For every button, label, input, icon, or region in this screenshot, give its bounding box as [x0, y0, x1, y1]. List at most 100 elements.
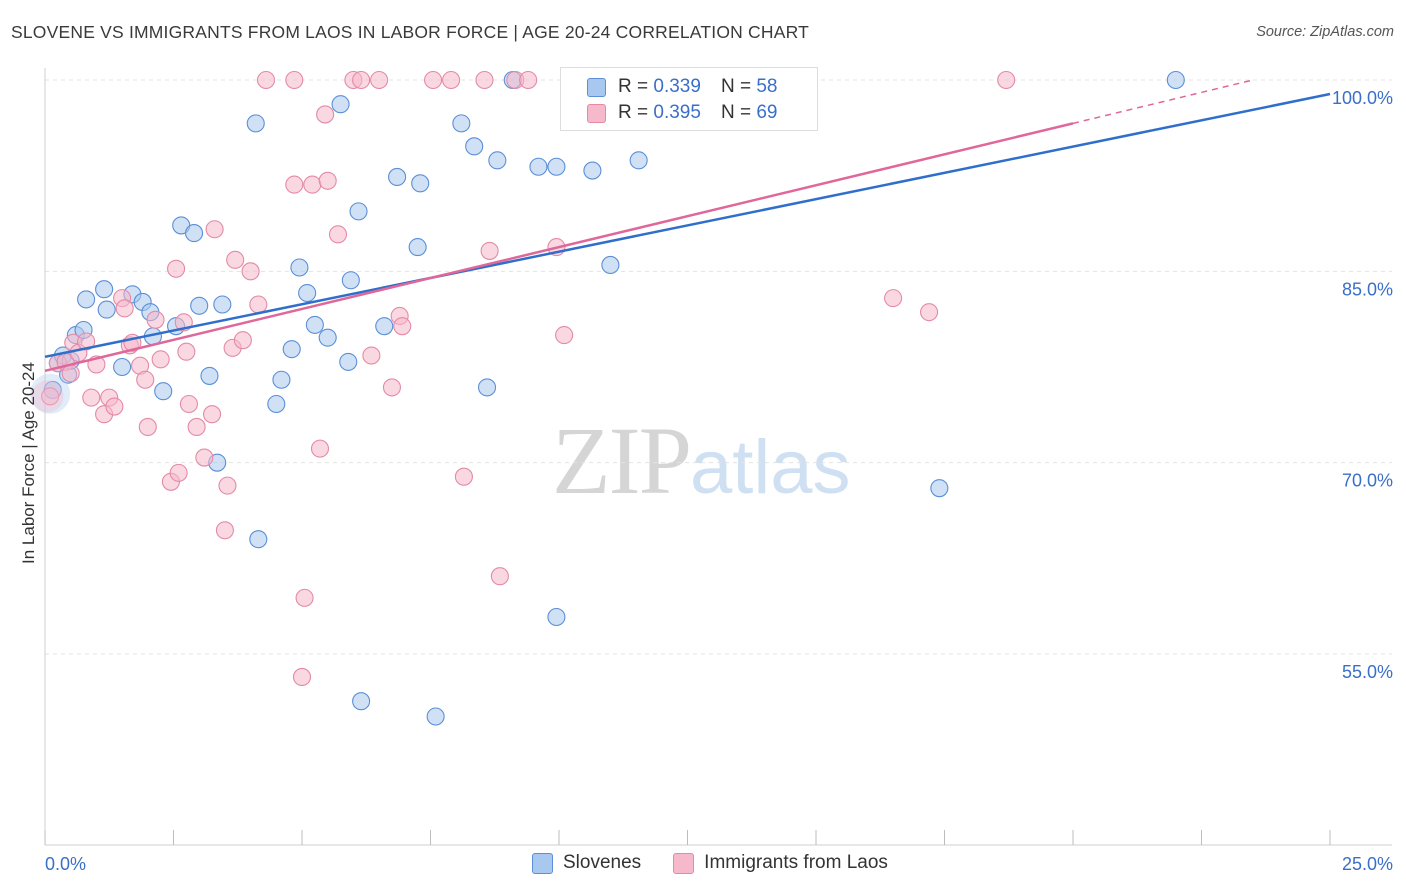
laos-cluster — [31, 380, 64, 413]
laos-point — [241, 262, 260, 281]
gridlines — [45, 79, 1392, 655]
slovenes-point — [583, 161, 602, 180]
laos-point — [146, 310, 165, 329]
laos-swatch — [587, 103, 606, 123]
slovenes-point — [95, 280, 114, 299]
slovenes-point — [341, 271, 360, 290]
slovenes-point — [213, 295, 232, 314]
laos-point — [292, 667, 312, 687]
watermark-atlas: atlas — [690, 425, 851, 510]
laos-point — [151, 350, 170, 369]
laos-point — [203, 405, 222, 424]
trend-lines — [44, 79, 1331, 373]
legend-r-label: R = — [618, 102, 649, 123]
laos-point — [249, 295, 268, 314]
slovenes-point — [318, 328, 337, 347]
slovenes-point — [246, 114, 265, 133]
axes — [44, 68, 1392, 846]
laos-points — [31, 70, 1016, 687]
slovenes-point — [282, 340, 301, 359]
slovenes-point — [267, 394, 286, 414]
laos-trend-line — [44, 122, 1074, 373]
x-tick-label: 0.0% — [45, 854, 86, 874]
legend-n-label: N = — [720, 76, 752, 97]
slovenes-point — [375, 317, 394, 336]
slovenes-point — [154, 382, 173, 401]
y-tick-label: 100.0% — [1332, 88, 1393, 108]
slovenes-point — [290, 258, 309, 277]
x-tick-label: 25.0% — [1342, 854, 1393, 874]
laos-point — [316, 105, 335, 124]
legend-r-value: 0.339 — [653, 76, 701, 97]
laos-point — [475, 70, 494, 90]
legend-item-laos[interactable]: Immigrants from Laos — [673, 852, 888, 874]
laos-point — [179, 394, 198, 414]
slovenes-point — [452, 114, 471, 133]
laos-point — [370, 70, 389, 90]
laos-point — [136, 370, 155, 389]
laos-point — [884, 289, 903, 308]
slovenes-point — [185, 224, 204, 243]
laos-point — [382, 378, 402, 397]
laos-point — [295, 588, 314, 607]
slovenes-point — [629, 151, 648, 170]
stats-legend: R = 0.339 N = 58 R = 0.395 N = 69 — [560, 67, 818, 131]
slovenes-point — [249, 530, 268, 549]
laos-point — [195, 448, 214, 467]
laos-point — [328, 225, 348, 244]
legend-item-slovenes[interactable]: Slovenes — [532, 852, 641, 874]
y-tick-label: 85.0% — [1342, 279, 1393, 299]
laos-point — [82, 388, 101, 407]
slovenes-swatch — [532, 852, 553, 874]
legend-row-slovenes: R = 0.339 N = 58 — [587, 75, 777, 99]
laos-point — [352, 70, 371, 90]
laos-point — [115, 299, 134, 318]
laos-trend-extension — [1072, 79, 1254, 125]
laos-point — [393, 317, 412, 336]
series-legend: Slovenes Immigrants from Laos — [532, 852, 920, 874]
laos-point — [205, 220, 224, 239]
laos-point — [519, 70, 538, 90]
laos-point — [920, 303, 939, 322]
laos-point — [997, 70, 1016, 90]
laos-point — [226, 250, 245, 269]
slovenes-point — [298, 283, 317, 303]
laos-point — [442, 70, 461, 90]
laos-point — [362, 346, 381, 365]
slovenes-points — [30, 70, 1185, 726]
laos-swatch — [673, 852, 695, 874]
laos-point — [138, 417, 157, 437]
legend-n-value: 69 — [756, 102, 778, 123]
slovenes-point — [601, 255, 620, 275]
slovenes-point — [388, 167, 407, 186]
y-tick-label: 70.0% — [1342, 471, 1393, 491]
slovenes-point — [331, 95, 350, 114]
laos-point — [454, 467, 473, 486]
axis-labels: 55.0% 70.0% 85.0% 100.0% 0.0% 25.0% In Labor F… — [19, 88, 1393, 874]
laos-point — [169, 463, 188, 482]
slovenes-point — [411, 174, 430, 193]
laos-point — [105, 397, 124, 416]
y-axis-label: In Labor Force | Age 20-24 — [19, 362, 38, 564]
legend-label-laos: Immigrants from Laos — [704, 852, 888, 873]
legend-row-laos: R = 0.395 N = 69 — [587, 101, 777, 125]
laos-point — [41, 387, 60, 406]
slovenes-point — [1166, 70, 1185, 90]
laos-point — [77, 332, 96, 351]
laos-point — [187, 417, 206, 437]
slovenes-trend-line — [44, 92, 1331, 359]
laos-point — [480, 241, 499, 260]
laos-point — [61, 364, 80, 383]
laos-point — [233, 331, 252, 350]
slovenes-point — [349, 202, 368, 221]
laos-point — [555, 326, 574, 345]
slovenes-swatch — [587, 77, 606, 97]
slovenes-point — [488, 151, 507, 170]
slovenes-point — [113, 357, 132, 377]
laos-point — [310, 439, 330, 458]
source-label: Source: ZipAtlas.com — [1256, 24, 1394, 40]
slovenes-point — [465, 137, 484, 156]
laos-point — [215, 521, 234, 540]
legend-n-value: 58 — [756, 76, 778, 97]
